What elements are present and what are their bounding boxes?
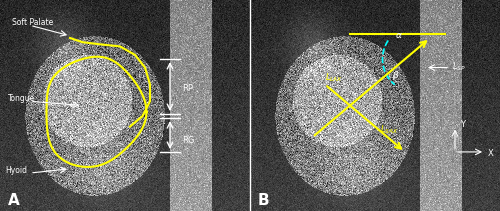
Text: $\alpha$: $\alpha$ <box>395 31 403 40</box>
Text: $L_{SP}$: $L_{SP}$ <box>452 61 466 73</box>
Text: A: A <box>8 193 19 208</box>
Text: $L_{SAX}$: $L_{SAX}$ <box>380 124 398 137</box>
Text: Soft Palate: Soft Palate <box>12 18 54 27</box>
Text: B: B <box>258 193 269 208</box>
Text: $\beta$: $\beta$ <box>392 69 400 82</box>
Text: $L_{LAX}$: $L_{LAX}$ <box>325 71 343 84</box>
Text: X: X <box>488 149 493 158</box>
Text: Y: Y <box>460 120 465 128</box>
Text: Tongue: Tongue <box>8 94 35 103</box>
Text: RP: RP <box>182 84 194 93</box>
Text: RG: RG <box>182 137 195 145</box>
Text: Hyoid: Hyoid <box>5 166 27 175</box>
